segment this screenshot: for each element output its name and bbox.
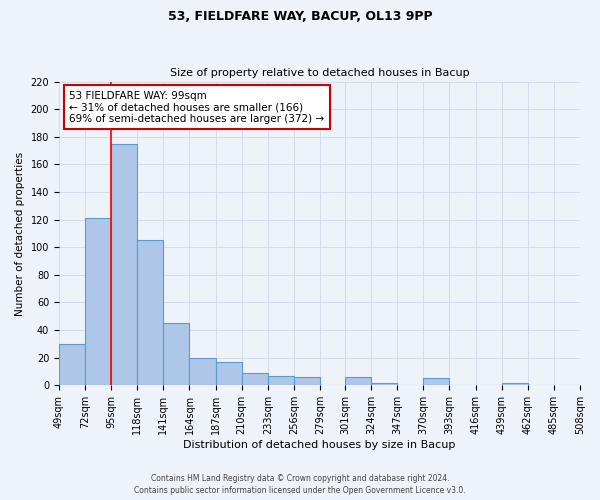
Text: 53 FIELDFARE WAY: 99sqm
← 31% of detached houses are smaller (166)
69% of semi-d: 53 FIELDFARE WAY: 99sqm ← 31% of detache… xyxy=(70,90,325,124)
Bar xyxy=(371,382,397,386)
Y-axis label: Number of detached properties: Number of detached properties xyxy=(15,152,25,316)
Text: 53, FIELDFARE WAY, BACUP, OL13 9PP: 53, FIELDFARE WAY, BACUP, OL13 9PP xyxy=(167,10,433,23)
Bar xyxy=(190,358,215,386)
X-axis label: Distribution of detached houses by size in Bacup: Distribution of detached houses by size … xyxy=(183,440,455,450)
Bar xyxy=(163,323,190,386)
Bar xyxy=(268,376,294,386)
Bar xyxy=(294,377,320,386)
Bar xyxy=(85,218,111,386)
Bar xyxy=(242,373,268,386)
Bar xyxy=(502,382,528,386)
Bar xyxy=(424,378,449,386)
Text: Contains HM Land Registry data © Crown copyright and database right 2024.
Contai: Contains HM Land Registry data © Crown c… xyxy=(134,474,466,495)
Bar xyxy=(345,377,371,386)
Bar xyxy=(59,344,85,386)
Bar xyxy=(215,362,242,386)
Title: Size of property relative to detached houses in Bacup: Size of property relative to detached ho… xyxy=(170,68,469,78)
Bar xyxy=(111,144,137,386)
Bar xyxy=(137,240,163,386)
